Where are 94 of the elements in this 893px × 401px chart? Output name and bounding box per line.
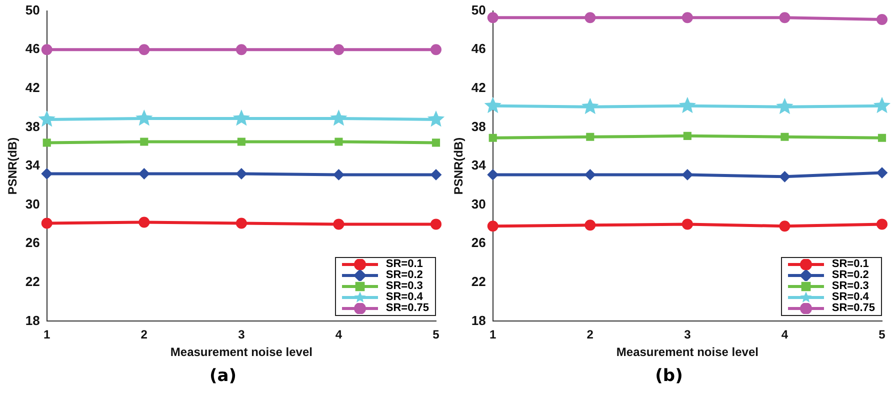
legend-label: SR=0.4: [832, 291, 869, 303]
point: [430, 218, 442, 230]
legend-label: SR=0.2: [386, 269, 423, 281]
y-tick-label: 42: [25, 80, 40, 95]
point: [776, 98, 794, 114]
legend-label: SR=0.2: [832, 269, 869, 281]
legend-label: SR=0.3: [386, 280, 423, 292]
point: [779, 12, 790, 24]
point: [586, 132, 594, 141]
y-tick-label: 22: [471, 274, 486, 289]
point: [780, 132, 789, 141]
y-axis-title: PSNR(dB): [6, 137, 20, 195]
x-tick-label: 5: [878, 328, 886, 342]
legend-label: SR=0.1: [832, 258, 869, 270]
point: [430, 44, 442, 56]
point: [873, 96, 891, 114]
text: (b): [654, 366, 684, 386]
y-tick-label: 42: [471, 80, 486, 95]
point: [236, 44, 247, 56]
legend-label: SR=0.1: [386, 258, 423, 270]
point: [487, 220, 498, 232]
legend-label: SR=0.75: [386, 302, 429, 314]
point: [779, 171, 790, 182]
point: [138, 44, 150, 56]
y-tick-label: 18: [25, 312, 40, 328]
point: [41, 168, 52, 180]
point: [878, 134, 886, 142]
point: [236, 218, 247, 229]
point: [138, 168, 150, 180]
x-axis-title: Measurement noise level: [170, 345, 312, 360]
point: [237, 138, 246, 146]
x-axis-title: Measurement noise level: [616, 345, 758, 360]
point: [582, 98, 599, 114]
point: [140, 138, 148, 146]
point: [333, 44, 344, 56]
point: [138, 216, 150, 228]
y-tick-label: 50: [25, 2, 40, 18]
point: [779, 220, 790, 232]
point: [334, 138, 343, 146]
point: [876, 14, 888, 26]
point: [42, 138, 51, 147]
point: [678, 96, 696, 114]
point: [330, 109, 348, 126]
point: [584, 220, 596, 231]
y-tick-label: 38: [471, 118, 486, 134]
x-tick-label: 2: [140, 328, 148, 342]
x-tick-label: 4: [781, 328, 788, 342]
y-tick-label: 46: [25, 41, 40, 56]
point: [236, 168, 247, 180]
x-tick-label: 3: [684, 328, 692, 342]
y-tick-label: 22: [25, 274, 40, 289]
legend-label: SR=0.75: [832, 302, 875, 314]
point: [427, 110, 445, 127]
y-tick-label: 34: [25, 158, 41, 173]
point: [232, 109, 250, 126]
x-tick-label: 5: [432, 328, 440, 342]
point: [683, 132, 692, 140]
point: [430, 169, 442, 180]
point: [432, 138, 440, 147]
point: [876, 218, 888, 230]
point: [484, 96, 502, 114]
y-axis-title: PSNR(dB): [452, 137, 466, 195]
y-tick-label: 30: [25, 196, 40, 212]
point: [41, 44, 52, 56]
x-tick-label: 4: [335, 328, 342, 342]
point: [488, 134, 497, 142]
point: [487, 169, 498, 180]
point: [876, 167, 888, 178]
legend-label: SR=0.4: [386, 291, 423, 303]
legend-label: SR=0.3: [832, 280, 869, 292]
point: [136, 109, 153, 126]
y-tick-label: 30: [471, 196, 486, 212]
point: [487, 12, 498, 24]
y-tick-label: 18: [471, 312, 486, 328]
x-tick-label: 1: [44, 328, 51, 342]
y-tick-label: 26: [471, 235, 486, 250]
y-tick-label: 34: [471, 158, 487, 173]
x-tick-label: 1: [490, 328, 497, 342]
point: [333, 169, 344, 180]
y-tick-label: 50: [471, 2, 486, 18]
point: [584, 169, 596, 180]
y-tick-label: 46: [471, 41, 486, 56]
y-tick-label: 38: [25, 118, 40, 134]
x-tick-label: 2: [586, 328, 594, 342]
point: [682, 12, 693, 24]
point: [333, 218, 344, 230]
point: [41, 218, 52, 229]
point: [682, 169, 693, 180]
point: [38, 110, 56, 127]
text: (a): [208, 366, 238, 386]
y-tick-label: 26: [25, 235, 40, 250]
point: [682, 218, 693, 230]
x-tick-label: 3: [238, 328, 246, 342]
point: [584, 12, 596, 24]
